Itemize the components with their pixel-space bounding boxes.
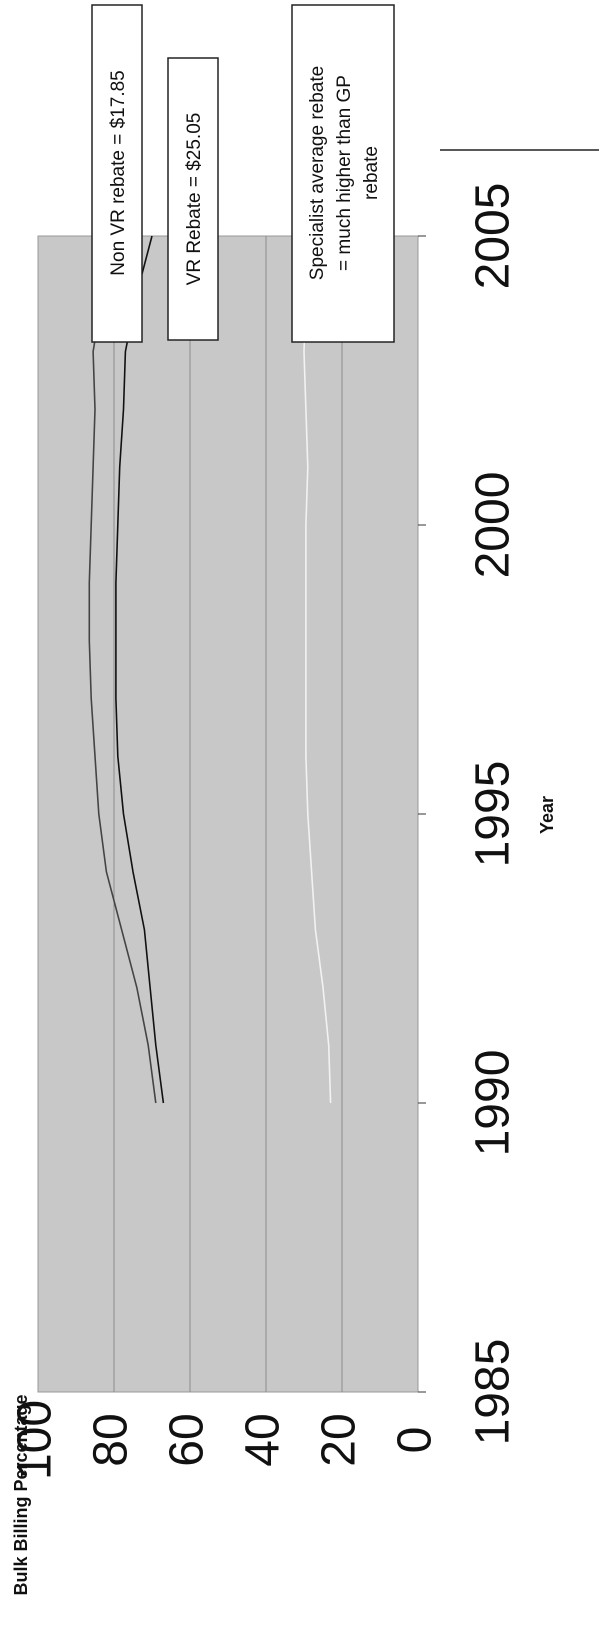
x-axis-title: Year — [537, 796, 557, 834]
annotation-text: VR Rebate = $25.05 — [184, 113, 205, 286]
x-tick-group: 2005 — [467, 183, 520, 290]
gridlines — [113, 236, 343, 1392]
x-tick-group: 1985 — [467, 1339, 520, 1446]
annotation-text: = much higher than GP — [334, 75, 355, 271]
y-tick-label: 100 — [9, 1400, 62, 1480]
y-tick-group: 100 — [9, 1400, 62, 1480]
series-line — [303, 235, 332, 1104]
y-tick-group: 60 — [161, 1413, 214, 1466]
x-tick-label: 2000 — [467, 472, 520, 579]
series-lines — [88, 235, 332, 1104]
axis-ticks: 1985 1990 1995 2000 2005 0 20 40 60 80 100 — [9, 183, 520, 1480]
y-tick-label: 20 — [313, 1413, 366, 1466]
y-tick-group: 40 — [237, 1413, 290, 1466]
annotation-box — [167, 57, 219, 341]
x-tick-group: 2000 — [467, 472, 520, 579]
y-axis-title-group: Bulk Billing Percentage — [11, 1394, 31, 1595]
x-tick-label: 1995 — [467, 761, 520, 868]
x-tick-group: 1995 — [467, 761, 520, 868]
x-tick-group: 1990 — [467, 1050, 520, 1157]
series-line — [88, 235, 157, 1104]
y-tick-label: 60 — [161, 1413, 214, 1466]
series-line — [115, 235, 165, 1104]
annotation-box — [291, 4, 395, 343]
plot-area-background — [37, 235, 419, 1393]
y-tick-group: 0 — [389, 1427, 442, 1454]
annotation-vr: VR Rebate = $25.05 — [167, 57, 219, 341]
annotation-non-vr: Non VR rebate = $17.85 — [91, 4, 143, 343]
y-tick-label: 0 — [389, 1427, 442, 1454]
annotation-box — [91, 4, 143, 343]
annotation-specialist: Specialist average rebate = much higher … — [291, 4, 395, 343]
x-axis-title-group: Year — [537, 796, 557, 834]
y-tick-group: 80 — [85, 1413, 138, 1466]
y-tick-group: 20 — [313, 1413, 366, 1466]
x-tick-label: 2005 — [467, 183, 520, 290]
y-tick-label: 40 — [237, 1413, 290, 1466]
x-tick-label: 1990 — [467, 1050, 520, 1157]
x-tick-label: 1985 — [467, 1339, 520, 1446]
y-tick-label: 80 — [85, 1413, 138, 1466]
annotation-text: Specialist average rebate — [307, 66, 328, 280]
y-axis-title: Bulk Billing Percentage — [11, 1394, 31, 1595]
annotation-text: Non VR rebate = $17.85 — [108, 70, 129, 275]
annotation-text: rebate — [361, 146, 382, 200]
